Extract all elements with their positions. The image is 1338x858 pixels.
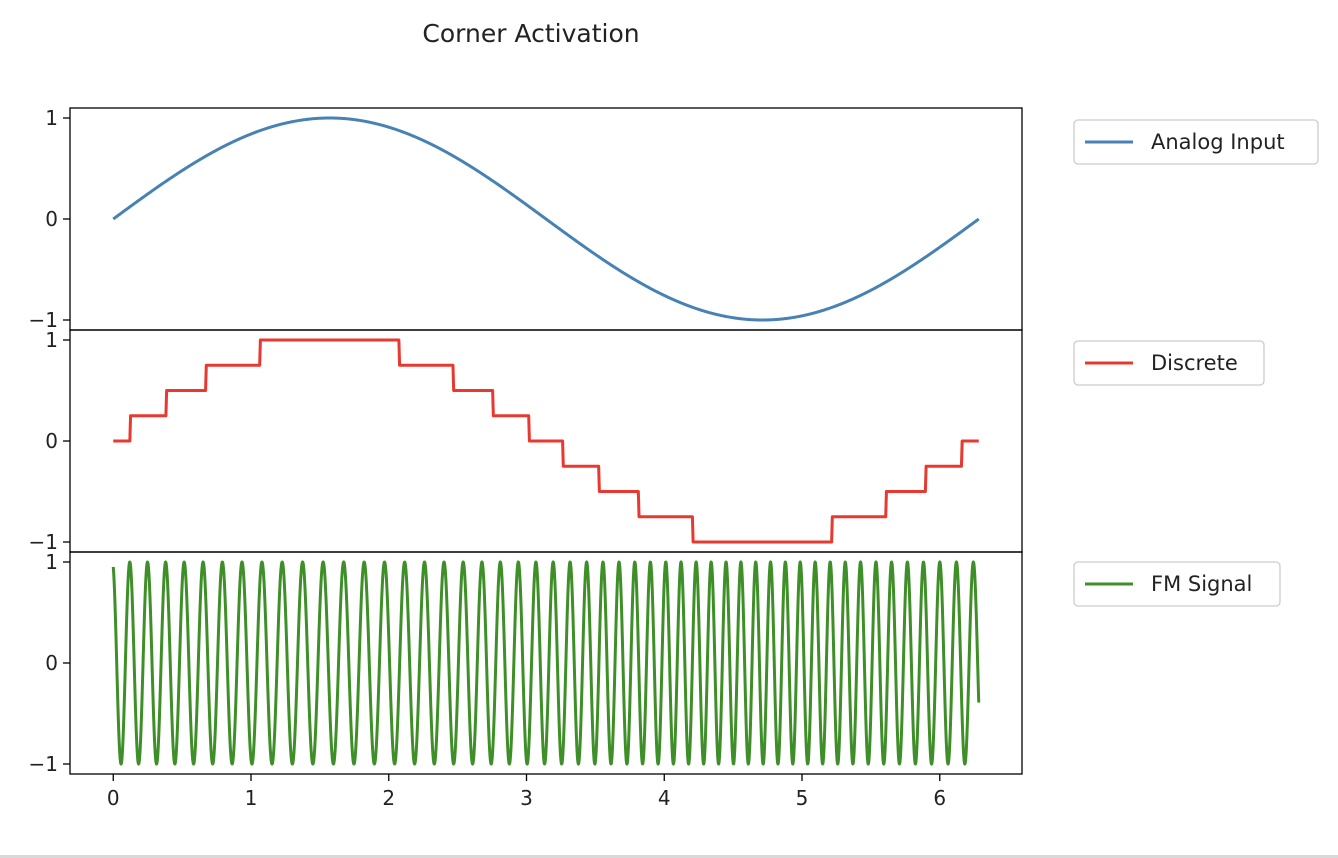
- fm-signal-y-tick-label: 1: [45, 550, 58, 574]
- fm-signal-series-line: [111, 560, 981, 766]
- analog-input-y-tick-label: 1: [45, 106, 58, 130]
- legend-fm-signal: FM Signal: [1073, 561, 1281, 607]
- panel-analog-input: 1 0 −1: [29, 106, 1023, 332]
- x-tick-label: 4: [658, 786, 671, 810]
- fm-signal-y-tick-label: −1: [29, 752, 58, 776]
- discrete-y-ticks: 1 0 −1: [29, 328, 70, 554]
- x-tick-label: 3: [520, 786, 533, 810]
- analog-input-series-line: [112, 116, 980, 322]
- legend-discrete: Discrete: [1073, 340, 1265, 386]
- panels: 1 0 −1 1 0 −1 1 0 −1: [29, 106, 1023, 776]
- panel-fm-signal: 1 0 −1: [29, 550, 1023, 776]
- chart-title: Corner Activation: [422, 19, 639, 48]
- legend-discrete-label: Discrete: [1151, 351, 1238, 375]
- panel-discrete: 1 0 −1: [29, 328, 1023, 554]
- x-tick-label: 2: [382, 786, 395, 810]
- fm-signal-y-ticks: 1 0 −1: [29, 550, 70, 776]
- discrete-y-tick-label: 0: [45, 429, 58, 453]
- fm-signal-line-layer: [111, 560, 981, 766]
- discrete-series-line: [112, 338, 980, 544]
- legend-discrete-box: [1073, 340, 1265, 386]
- legend-fm-signal-box: [1073, 561, 1281, 607]
- fm-signal-y-tick-label: 0: [45, 651, 58, 675]
- legends: Analog Input Discrete FM Signal: [1073, 119, 1319, 607]
- legend-analog-input-label: Analog Input: [1151, 130, 1285, 154]
- x-axis: 0 1 2 3 4 5 6: [107, 774, 946, 810]
- legend-analog-input: Analog Input: [1073, 119, 1319, 165]
- x-tick-label: 5: [796, 786, 809, 810]
- analog-input-y-tick-label: 0: [45, 207, 58, 231]
- discrete-line-layer: [112, 338, 980, 544]
- x-tick-label: 0: [107, 786, 120, 810]
- discrete-y-tick-label: −1: [29, 530, 58, 554]
- analog-input-y-tick-label: −1: [29, 308, 58, 332]
- x-tick-label: 1: [245, 786, 258, 810]
- discrete-y-tick-label: 1: [45, 328, 58, 352]
- legend-analog-input-box: [1073, 119, 1319, 165]
- analog-input-line-layer: [112, 116, 980, 322]
- bottom-strip: [0, 855, 1338, 858]
- legend-fm-signal-label: FM Signal: [1151, 572, 1252, 596]
- x-tick-label: 6: [933, 786, 946, 810]
- analog-input-y-ticks: 1 0 −1: [29, 106, 70, 332]
